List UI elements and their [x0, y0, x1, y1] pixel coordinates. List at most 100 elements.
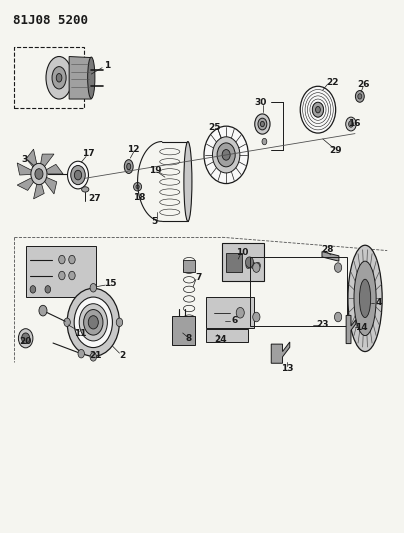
Ellipse shape [56, 74, 62, 82]
Text: 15: 15 [104, 279, 116, 288]
Circle shape [39, 305, 47, 316]
Circle shape [31, 164, 47, 184]
Polygon shape [271, 342, 290, 364]
Ellipse shape [46, 56, 72, 99]
Ellipse shape [348, 245, 382, 352]
Ellipse shape [88, 316, 98, 329]
Text: 25: 25 [208, 123, 220, 132]
Circle shape [59, 255, 65, 264]
Circle shape [90, 284, 97, 292]
Bar [226, 253, 242, 272]
Text: 14: 14 [355, 322, 367, 332]
Ellipse shape [222, 150, 230, 160]
Circle shape [335, 312, 342, 322]
Text: 17: 17 [82, 149, 95, 158]
Text: 8: 8 [186, 334, 192, 343]
Ellipse shape [67, 161, 88, 189]
Circle shape [35, 168, 43, 179]
Ellipse shape [360, 279, 371, 318]
Ellipse shape [312, 102, 324, 117]
Circle shape [256, 262, 261, 269]
Polygon shape [17, 174, 39, 190]
Ellipse shape [74, 297, 112, 348]
Circle shape [253, 312, 260, 322]
Text: 5: 5 [152, 217, 158, 226]
Text: 27: 27 [88, 194, 101, 203]
Polygon shape [322, 252, 339, 261]
Text: 24: 24 [214, 335, 226, 344]
Circle shape [116, 318, 123, 327]
Text: 2: 2 [119, 351, 125, 360]
Circle shape [246, 257, 254, 268]
Circle shape [246, 262, 251, 269]
Bar [172, 316, 195, 345]
Text: 10: 10 [236, 248, 248, 257]
Text: 7: 7 [196, 273, 202, 281]
Circle shape [69, 271, 75, 280]
Polygon shape [69, 56, 91, 99]
Polygon shape [39, 174, 57, 194]
Ellipse shape [213, 137, 240, 173]
Ellipse shape [300, 86, 336, 133]
Ellipse shape [262, 139, 267, 145]
Circle shape [90, 353, 97, 361]
Text: 26: 26 [357, 79, 369, 88]
Bar [222, 243, 264, 281]
Circle shape [78, 350, 84, 358]
Ellipse shape [258, 118, 267, 130]
Circle shape [335, 263, 342, 272]
Ellipse shape [217, 143, 235, 167]
Ellipse shape [358, 94, 362, 99]
Text: 19: 19 [149, 166, 162, 175]
Circle shape [59, 271, 65, 280]
Ellipse shape [316, 107, 320, 113]
Ellipse shape [255, 114, 270, 134]
Polygon shape [346, 316, 356, 344]
Polygon shape [34, 174, 44, 199]
Text: 13: 13 [281, 364, 294, 373]
Circle shape [69, 255, 75, 264]
Ellipse shape [71, 165, 85, 184]
Polygon shape [17, 163, 39, 175]
Ellipse shape [261, 122, 264, 127]
Circle shape [22, 333, 29, 344]
Text: 1: 1 [104, 61, 111, 70]
Text: 3: 3 [22, 155, 28, 164]
Ellipse shape [88, 57, 95, 99]
Text: 11: 11 [74, 329, 87, 338]
Text: 6: 6 [232, 316, 238, 325]
Bar [206, 297, 255, 328]
Bar [26, 246, 96, 297]
Text: 28: 28 [321, 245, 334, 254]
Bar [183, 260, 195, 272]
Ellipse shape [354, 261, 376, 336]
Circle shape [236, 308, 244, 318]
Polygon shape [39, 164, 63, 174]
Ellipse shape [82, 187, 89, 192]
Text: 20: 20 [19, 337, 32, 346]
Ellipse shape [134, 182, 142, 191]
Text: 30: 30 [254, 98, 267, 107]
Circle shape [19, 329, 33, 348]
Circle shape [30, 286, 36, 293]
Ellipse shape [67, 288, 120, 357]
Text: 16: 16 [348, 119, 360, 128]
Ellipse shape [79, 304, 107, 341]
Ellipse shape [127, 164, 131, 169]
Text: 12: 12 [127, 145, 140, 154]
Ellipse shape [346, 117, 356, 131]
Ellipse shape [74, 170, 82, 180]
Text: 4: 4 [376, 298, 382, 307]
Bar [206, 329, 248, 342]
Text: 22: 22 [326, 77, 339, 86]
Ellipse shape [356, 91, 364, 102]
Circle shape [45, 286, 50, 293]
Circle shape [253, 263, 260, 272]
Polygon shape [39, 154, 54, 174]
Ellipse shape [204, 126, 248, 183]
Text: 81J08 5200: 81J08 5200 [13, 14, 88, 27]
Ellipse shape [84, 310, 103, 335]
Circle shape [251, 262, 256, 269]
Ellipse shape [184, 142, 192, 221]
Text: 29: 29 [329, 146, 342, 155]
